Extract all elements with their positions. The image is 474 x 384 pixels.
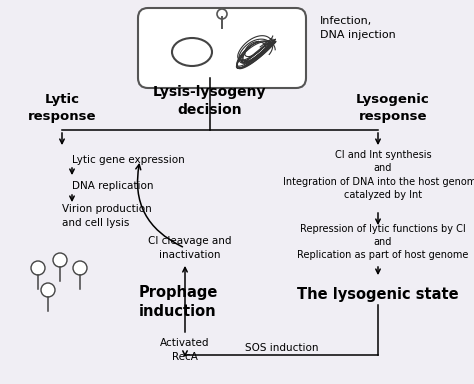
Text: CI cleavage and
inactivation: CI cleavage and inactivation — [148, 237, 232, 260]
Text: Infection,
DNA injection: Infection, DNA injection — [320, 17, 396, 40]
Ellipse shape — [172, 38, 212, 66]
Text: Lytic gene expression: Lytic gene expression — [72, 155, 185, 165]
Circle shape — [53, 253, 67, 267]
Text: CI and Int synthesis
and
Integration of DNA into the host genome
catalyzed by In: CI and Int synthesis and Integration of … — [283, 150, 474, 200]
FancyBboxPatch shape — [138, 8, 306, 88]
Text: DNA replication: DNA replication — [72, 181, 154, 191]
Text: SOS induction: SOS induction — [245, 343, 319, 353]
Text: The lysogenic state: The lysogenic state — [297, 288, 459, 303]
Text: Lysis-lysogeny
decision: Lysis-lysogeny decision — [153, 85, 267, 117]
Text: Prophage
induction: Prophage induction — [138, 285, 218, 319]
Circle shape — [217, 9, 227, 19]
Text: Lysogenic
response: Lysogenic response — [356, 93, 430, 123]
Text: Activated
RecA: Activated RecA — [160, 338, 210, 362]
Text: Lytic
response: Lytic response — [28, 93, 96, 123]
FancyArrowPatch shape — [136, 164, 182, 247]
Circle shape — [41, 283, 55, 297]
Text: Repression of lytic functions by CI
and
Replication as part of host genome: Repression of lytic functions by CI and … — [297, 224, 469, 260]
Circle shape — [73, 261, 87, 275]
Text: Virion production
and cell lysis: Virion production and cell lysis — [62, 204, 152, 228]
Circle shape — [31, 261, 45, 275]
